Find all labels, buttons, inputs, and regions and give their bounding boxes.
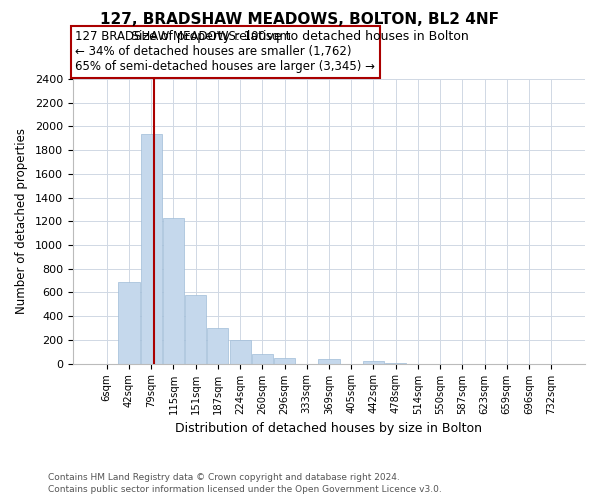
Bar <box>274 358 295 364</box>
Text: Size of property relative to detached houses in Bolton: Size of property relative to detached ho… <box>131 30 469 43</box>
Y-axis label: Number of detached properties: Number of detached properties <box>15 128 28 314</box>
Text: Contains HM Land Registry data © Crown copyright and database right 2024.: Contains HM Land Registry data © Crown c… <box>48 472 400 482</box>
X-axis label: Distribution of detached houses by size in Bolton: Distribution of detached houses by size … <box>175 422 482 435</box>
Bar <box>185 296 206 364</box>
Bar <box>252 354 273 364</box>
Bar <box>163 218 184 364</box>
Text: 127, BRADSHAW MEADOWS, BOLTON, BL2 4NF: 127, BRADSHAW MEADOWS, BOLTON, BL2 4NF <box>101 12 499 28</box>
Bar <box>118 282 140 364</box>
Bar <box>363 362 384 364</box>
Text: Contains public sector information licensed under the Open Government Licence v3: Contains public sector information licen… <box>48 485 442 494</box>
Bar <box>230 340 251 363</box>
Bar <box>319 360 340 364</box>
Bar <box>207 328 229 364</box>
Text: 127 BRADSHAW MEADOWS: 100sqm
← 34% of detached houses are smaller (1,762)
65% of: 127 BRADSHAW MEADOWS: 100sqm ← 34% of de… <box>76 30 376 74</box>
Bar <box>140 134 162 364</box>
Bar <box>385 363 406 364</box>
